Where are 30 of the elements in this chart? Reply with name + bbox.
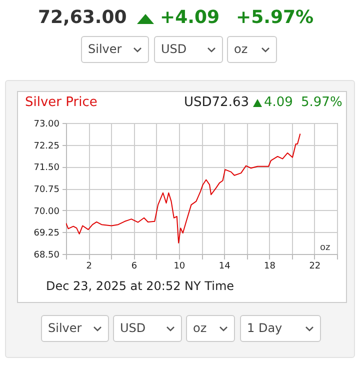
y-tick-label: 72.25 bbox=[34, 141, 60, 152]
text: oz bbox=[193, 321, 207, 335]
text: USD72.63 bbox=[184, 95, 249, 110]
x-tick-label: 10 bbox=[174, 262, 186, 272]
annotation: oz bbox=[320, 243, 330, 253]
text: oz bbox=[234, 42, 248, 56]
y-tick-label: 68.50 bbox=[34, 250, 60, 260]
text: USD bbox=[161, 42, 187, 56]
text: Silver bbox=[48, 321, 82, 335]
line-series bbox=[66, 133, 301, 244]
x-tick-label: 6 bbox=[131, 262, 138, 272]
x-tick-label: 2 bbox=[86, 262, 92, 272]
text: Silver bbox=[88, 42, 122, 56]
text: +4.09 bbox=[160, 7, 220, 28]
text: Dec 23, 2025 at 20:52 NY Time bbox=[46, 279, 234, 293]
y-tick-label: 70.75 bbox=[34, 185, 60, 195]
text: +5.97% bbox=[236, 7, 314, 28]
y-tick-label: 69.25 bbox=[34, 228, 60, 239]
text: USD bbox=[120, 321, 146, 335]
text: 4.09 bbox=[264, 95, 293, 110]
text: 5.97% bbox=[301, 95, 342, 110]
y-tick-label: 71.50 bbox=[34, 163, 60, 174]
chart-title: Silver Price bbox=[25, 95, 98, 110]
x-tick-label: 22 bbox=[309, 262, 321, 272]
y-tick-label: 70.00 bbox=[34, 206, 60, 217]
x-tick-label: 14 bbox=[218, 262, 231, 272]
text: 72,63.00 bbox=[38, 7, 127, 28]
x-tick-label: 18 bbox=[264, 262, 276, 272]
text: 1 Day bbox=[247, 321, 282, 335]
y-tick-label: 73.00 bbox=[34, 120, 60, 130]
